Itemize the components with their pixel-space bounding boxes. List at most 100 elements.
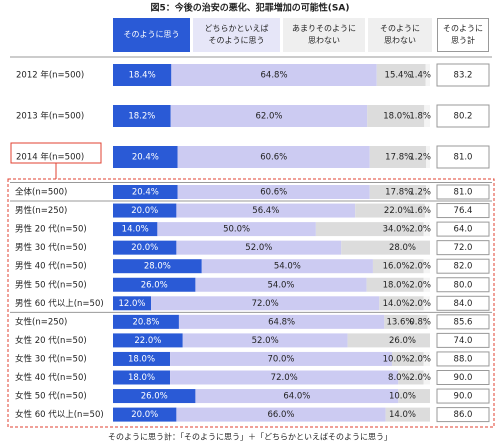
value-label: 18.0% bbox=[128, 373, 155, 383]
category-label: 女性 30 代(n=50) bbox=[15, 353, 87, 364]
bar-segment bbox=[176, 203, 356, 218]
total-label: 81.0 bbox=[454, 188, 473, 198]
bar-segment bbox=[113, 185, 178, 199]
value-label: 72.0% bbox=[252, 299, 279, 309]
total-box bbox=[436, 145, 490, 169]
category-label: 女性 60 代以上(n=50) bbox=[15, 409, 104, 420]
category-label: 全体(n=500) bbox=[15, 187, 67, 198]
bar-segment bbox=[423, 259, 430, 274]
bar-segment bbox=[355, 203, 425, 218]
bar-segment bbox=[398, 370, 424, 385]
bar-segment bbox=[113, 146, 178, 168]
value-label: 52.0% bbox=[245, 243, 272, 253]
bar-segment bbox=[113, 259, 202, 274]
category-label: 女性 20 代(n=50) bbox=[15, 335, 87, 346]
value-label: 26.0% bbox=[141, 392, 168, 402]
total-box bbox=[436, 277, 490, 293]
total-box bbox=[436, 370, 490, 385]
total-box bbox=[436, 184, 490, 200]
value-label: 2.0% bbox=[409, 373, 431, 383]
bar-segment bbox=[113, 105, 171, 127]
bar-segment bbox=[170, 351, 392, 366]
bar-segment bbox=[366, 277, 424, 292]
total-box bbox=[436, 332, 490, 348]
bar-segment bbox=[423, 277, 430, 292]
value-label: 14.0% bbox=[389, 410, 416, 420]
total-label: 88.0 bbox=[454, 354, 473, 364]
bar-segment bbox=[113, 370, 171, 385]
category-label: 女性(n=250) bbox=[15, 316, 67, 327]
value-label: 56.4% bbox=[252, 206, 279, 216]
value-label: 26.0% bbox=[389, 336, 416, 346]
value-label: 28.0% bbox=[389, 243, 416, 253]
bar-segment bbox=[369, 146, 427, 168]
value-label: 18.0% bbox=[383, 280, 410, 290]
bar-segment bbox=[398, 389, 430, 404]
bar-segment bbox=[427, 314, 430, 329]
bar-segment bbox=[376, 64, 426, 86]
value-label: 50.0% bbox=[223, 225, 250, 235]
bar-segment bbox=[201, 259, 373, 274]
bar-segment bbox=[423, 222, 430, 237]
category-label: 男性 60 代以上(n=50) bbox=[15, 298, 104, 309]
total-label: 80.2 bbox=[454, 112, 473, 122]
bar-segment bbox=[425, 64, 430, 86]
bar-segment bbox=[113, 389, 196, 404]
value-label: 15.4% bbox=[385, 71, 412, 81]
total-box bbox=[436, 203, 490, 219]
bar-segment bbox=[424, 203, 430, 218]
bar-segment bbox=[178, 314, 385, 329]
value-label: 20.0% bbox=[131, 206, 158, 216]
value-label: 10.0% bbox=[383, 354, 410, 364]
total-box bbox=[436, 351, 490, 367]
total-label: 74.0 bbox=[454, 336, 473, 346]
value-label: 18.0% bbox=[383, 112, 410, 122]
bar-segment bbox=[426, 185, 430, 199]
value-label: 2.0% bbox=[409, 262, 431, 272]
value-label: 54.0% bbox=[274, 262, 301, 272]
bar-segment bbox=[391, 351, 424, 366]
category-label: 女性 40 代(n=50) bbox=[15, 372, 87, 383]
column-header: あまりそのように 思わない bbox=[283, 18, 365, 52]
category-label: 2014 年(n=500) bbox=[16, 152, 84, 163]
value-label: 72.0% bbox=[271, 373, 298, 383]
total-box bbox=[436, 407, 490, 423]
value-label: 13.6% bbox=[386, 317, 413, 327]
bar-segment bbox=[113, 203, 177, 218]
value-label: 0.8% bbox=[409, 317, 431, 327]
category-label: 2013 年(n=500) bbox=[16, 111, 84, 122]
column-header: そのように 思わない bbox=[368, 18, 432, 52]
bar-segment bbox=[151, 296, 380, 311]
bar-segment bbox=[170, 105, 368, 127]
total-label: 90.0 bbox=[454, 392, 473, 402]
value-label: 20.0% bbox=[131, 410, 158, 420]
value-label: 17.8% bbox=[385, 153, 412, 163]
bar-segment bbox=[113, 333, 183, 348]
value-label: 34.0% bbox=[383, 225, 410, 235]
column-header: そのように思う bbox=[113, 18, 190, 52]
total-label: 84.0 bbox=[454, 299, 473, 309]
total-box bbox=[436, 221, 490, 237]
value-label: 22.0% bbox=[134, 336, 161, 346]
bar-segment bbox=[113, 277, 196, 292]
value-label: 1.6% bbox=[409, 206, 431, 216]
category-label: 男性 20 代(n=50) bbox=[15, 224, 87, 235]
bar-segment bbox=[177, 146, 370, 168]
bar-segment bbox=[384, 314, 428, 329]
bar-segment bbox=[341, 240, 430, 255]
value-label: 66.0% bbox=[268, 410, 295, 420]
value-label: 16.0% bbox=[383, 262, 410, 272]
bar-segment bbox=[113, 222, 158, 237]
category-label: 男性 50 代(n=50) bbox=[15, 279, 87, 290]
value-label: 2.0% bbox=[409, 354, 431, 364]
value-label: 1.4% bbox=[409, 71, 431, 81]
value-label: 62.0% bbox=[255, 112, 282, 122]
total-box bbox=[436, 295, 490, 311]
total-label: 64.0 bbox=[454, 225, 473, 235]
value-label: 64.8% bbox=[268, 317, 295, 327]
bar-segment bbox=[195, 277, 367, 292]
value-label: 2.0% bbox=[409, 225, 431, 235]
value-label: 60.6% bbox=[260, 188, 287, 198]
value-label: 20.8% bbox=[132, 317, 159, 327]
bar-segment bbox=[379, 296, 424, 311]
